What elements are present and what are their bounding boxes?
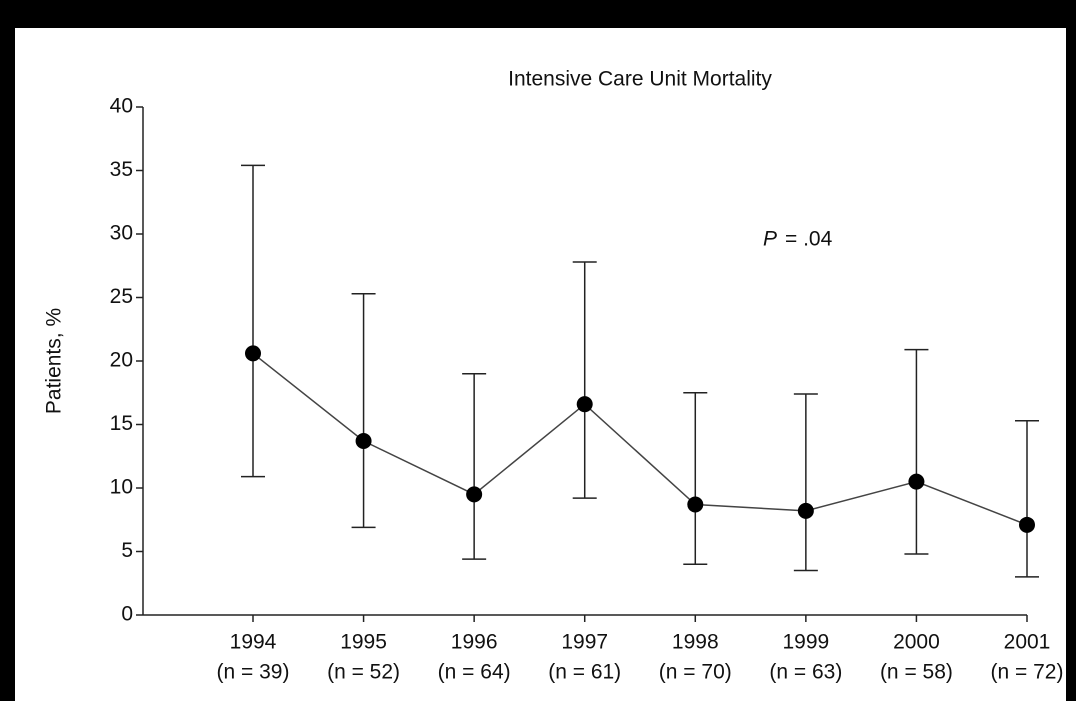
x-tick-label: 1994 xyxy=(230,631,277,654)
marker xyxy=(908,473,925,490)
marker xyxy=(1019,516,1035,533)
x-tick-sublabel: (n = 39) xyxy=(217,661,290,684)
marker xyxy=(576,396,593,413)
x-tick-sublabel: (n = 52) xyxy=(327,661,400,684)
x-tick-sublabel: (n = 63) xyxy=(769,661,842,684)
x-tick-sublabel: (n = 61) xyxy=(548,661,621,684)
annotation-symbol: P xyxy=(763,228,777,251)
marker xyxy=(466,486,483,503)
marker xyxy=(355,433,372,450)
y-tick-label: 10 xyxy=(110,476,133,499)
y-tick-label: 30 xyxy=(110,222,133,245)
y-tick-label: 20 xyxy=(110,349,133,372)
line xyxy=(252,352,1028,526)
y-tick-label: 5 xyxy=(121,539,133,562)
x-tick-sublabel: (n = 72) xyxy=(991,661,1064,684)
canvas xyxy=(15,28,1066,701)
x-tick-label: 1998 xyxy=(672,631,719,654)
x-tick-sublabel: (n = 64) xyxy=(438,661,511,684)
x-tick-sublabel: (n = 58) xyxy=(880,661,953,684)
y-tick-label: 15 xyxy=(110,412,133,435)
annotation-value: = .04 xyxy=(785,228,833,251)
x-tick-label: 2000 xyxy=(893,631,940,654)
y-tick-label: 40 xyxy=(110,95,133,118)
y-axis-label: Patients, % xyxy=(43,308,66,414)
y-tick-label: 35 xyxy=(110,158,133,181)
x-tick-label: 1997 xyxy=(561,631,608,654)
x-tick-label: 1995 xyxy=(340,631,387,654)
chart-title: Intensive Care Unit Mortality xyxy=(508,68,772,91)
y-tick-label: 0 xyxy=(121,603,133,626)
y-tick-label: 25 xyxy=(110,285,133,308)
marker xyxy=(687,496,704,513)
x-tick-label: 1996 xyxy=(451,631,498,654)
x-tick-sublabel: (n = 70) xyxy=(659,661,732,684)
x-tick-label: 1999 xyxy=(782,631,829,654)
x-tick-label: 2001 xyxy=(1004,631,1051,654)
marker xyxy=(797,502,814,519)
marker xyxy=(245,345,261,362)
